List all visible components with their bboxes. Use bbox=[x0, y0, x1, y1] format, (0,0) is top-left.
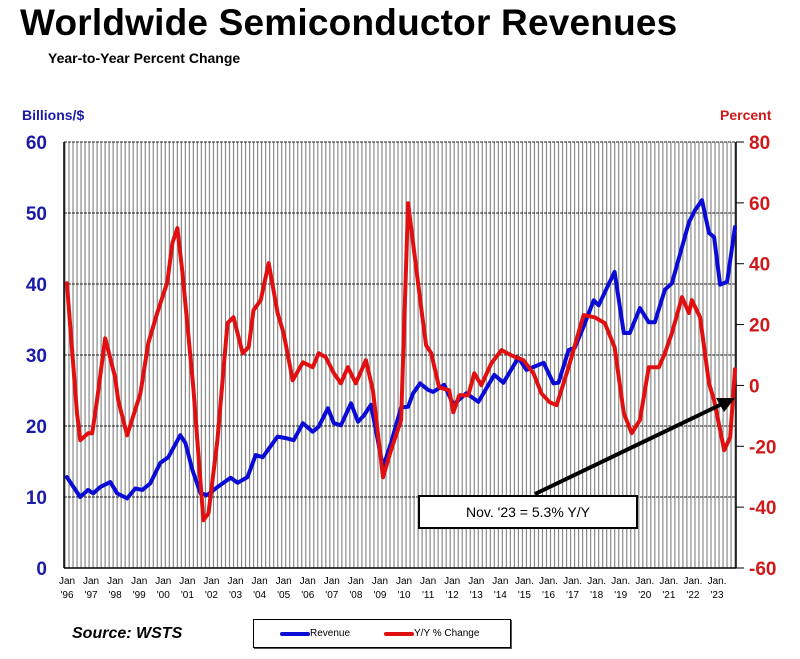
x-tick-label-month: Jan. bbox=[708, 576, 727, 587]
x-tick-label-month: Jan bbox=[396, 576, 412, 587]
x-tick-label-month: Jan bbox=[348, 576, 364, 587]
x-tick-label-year: '99 bbox=[133, 590, 146, 601]
legend-label-revenue: Revenue bbox=[310, 628, 351, 639]
y-tick-label-left: 20 bbox=[26, 417, 47, 438]
chart-subtitle: Year-to-Year Percent Change bbox=[48, 50, 241, 66]
x-tick-label-year: '96 bbox=[60, 590, 73, 601]
x-tick-label-month: Jan bbox=[276, 576, 292, 587]
x-tick-label-month: Jan. bbox=[659, 576, 678, 587]
x-tick-label-year: '12 bbox=[446, 590, 459, 601]
x-tick-label-year: '16 bbox=[542, 590, 555, 601]
annotation-box: Nov. '23 = 5.3% Y/Y bbox=[418, 495, 638, 529]
x-tick-label-month: Jan bbox=[179, 576, 195, 587]
x-tick-label-year: '17 bbox=[566, 590, 579, 601]
x-tick-label-year: '00 bbox=[157, 590, 170, 601]
y-axis-right-label: Percent bbox=[720, 107, 772, 123]
x-tick-label-month: Jan. bbox=[683, 576, 702, 587]
annotation-arrow bbox=[534, 402, 723, 496]
arrow-head bbox=[716, 398, 735, 412]
x-tick-label-year: '03 bbox=[229, 590, 242, 601]
x-tick-label-year: '02 bbox=[205, 590, 218, 601]
yy-change-line bbox=[64, 201, 737, 523]
x-tick-label-month: Jan bbox=[372, 576, 388, 587]
y-tick-label-left: 60 bbox=[26, 133, 47, 154]
x-tick-label-month: Jan bbox=[107, 576, 123, 587]
y-tick-label-left: 40 bbox=[26, 275, 47, 296]
y-tick-label-right: 20 bbox=[749, 316, 770, 337]
x-tick-label-year: '97 bbox=[85, 590, 98, 601]
x-tick-label-month: Jan bbox=[83, 576, 99, 587]
x-tick-label-month: Jan. bbox=[611, 576, 630, 587]
x-tick-label-year: '23 bbox=[710, 590, 723, 601]
x-tick-label-month: Jan. bbox=[515, 576, 534, 587]
y-tick-label-left: 10 bbox=[26, 488, 47, 509]
x-tick-label-month: Jan bbox=[155, 576, 171, 587]
y-tick-label-right: 60 bbox=[749, 194, 770, 215]
axes: 0 10 20 30 40 50 60 -60 -40 -20 0 20 40 60 80 Jan '96 Jan… bbox=[26, 133, 777, 601]
y-axis-left-label: Billions/$ bbox=[22, 107, 84, 123]
x-tick-label-year: '98 bbox=[109, 590, 122, 601]
x-tick-label-month: Jan. bbox=[539, 576, 558, 587]
x-tick-label-month: Jan bbox=[420, 576, 436, 587]
y-tick-label-right: 0 bbox=[749, 376, 760, 397]
x-tick-label-month: Jan bbox=[252, 576, 268, 587]
x-tick-label-year: '05 bbox=[277, 590, 290, 601]
source-note: Source: WSTS bbox=[72, 625, 183, 642]
x-tick-label-year: '19 bbox=[614, 590, 627, 601]
x-tick-label-year: '11 bbox=[422, 590, 435, 601]
x-tick-label-year: '10 bbox=[398, 590, 411, 601]
x-tick-label-year: '21 bbox=[662, 590, 675, 601]
x-tick-label-month: Jan. bbox=[563, 576, 582, 587]
x-tick-label-month: Jan bbox=[468, 576, 484, 587]
x-tick-label-year: '07 bbox=[325, 590, 338, 601]
legend-swatch-yy-change bbox=[384, 631, 414, 636]
x-tick-label-year: '14 bbox=[494, 590, 507, 601]
legend-item-yy-change: Y/Y % Change bbox=[384, 628, 479, 639]
legend-label-yy-change: Y/Y % Change bbox=[414, 628, 480, 639]
y-tick-label-right: 80 bbox=[749, 133, 770, 154]
y-tick-label-right: -20 bbox=[749, 437, 776, 458]
series-lines bbox=[64, 198, 737, 523]
x-tick-label-month: Jan bbox=[300, 576, 316, 587]
x-tick-label-month: Jan bbox=[131, 576, 147, 587]
x-tick-label-year: '09 bbox=[373, 590, 386, 601]
x-tick-label-month: Jan. bbox=[635, 576, 654, 587]
chart-title: Worldwide Semiconductor Revenues bbox=[20, 2, 678, 43]
legend-item-revenue: Revenue bbox=[280, 628, 350, 639]
x-tick-label-month: Jan bbox=[492, 576, 508, 587]
legend: Revenue Y/Y % Change bbox=[253, 619, 511, 648]
legend-swatch-revenue bbox=[280, 631, 310, 636]
x-tick-label-year: '06 bbox=[301, 590, 314, 601]
y-tick-label-left: 50 bbox=[26, 204, 47, 225]
x-tick-label-year: '13 bbox=[470, 590, 483, 601]
x-tick-label-month: Jan bbox=[203, 576, 219, 587]
y-tick-label-right: -40 bbox=[749, 498, 776, 519]
x-tick-label-month: Jan bbox=[324, 576, 340, 587]
x-tick-label-year: '18 bbox=[590, 590, 603, 601]
y-tick-label-right: -60 bbox=[749, 559, 776, 580]
y-tick-label-left: 0 bbox=[36, 559, 47, 580]
y-tick-label-right: 40 bbox=[749, 255, 770, 276]
x-tick-label-month: Jan bbox=[59, 576, 75, 587]
x-tick-label-year: '08 bbox=[349, 590, 362, 601]
x-tick-label-year: '15 bbox=[518, 590, 531, 601]
x-tick-label-month: Jan bbox=[227, 576, 243, 587]
x-tick-label-year: '01 bbox=[181, 590, 194, 601]
y-tick-label-left: 30 bbox=[26, 346, 47, 367]
x-tick-label-month: Jan bbox=[444, 576, 460, 587]
x-tick-label-month: Jan. bbox=[587, 576, 606, 587]
x-tick-label-year: '04 bbox=[253, 590, 266, 601]
x-tick-label-year: '22 bbox=[686, 590, 699, 601]
x-tick-label-year: '20 bbox=[638, 590, 651, 601]
